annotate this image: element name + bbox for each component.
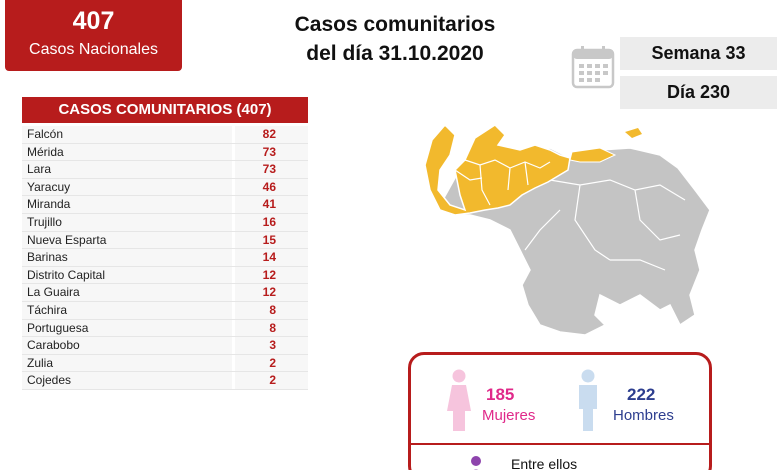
week-label: Semana 33	[620, 37, 777, 70]
table-row: Zulia 2	[22, 354, 308, 373]
state-name: Carabobo	[22, 337, 232, 354]
state-name: Falcón	[22, 126, 232, 143]
table-header: CASOS COMUNITARIOS (407)	[22, 97, 308, 123]
women-count: 185	[486, 385, 515, 404]
women-label: Mujeres	[482, 407, 536, 424]
table-row: Barinas 14	[22, 249, 308, 267]
table-row: Cojedes 2	[22, 372, 308, 390]
table-row: Yaracuy 46	[22, 178, 308, 197]
state-cases: 82	[235, 126, 308, 143]
state-cases: 12	[235, 284, 308, 301]
state-name: Distrito Capital	[22, 266, 232, 284]
state-name: Cojedes	[22, 372, 232, 389]
state-cases: 14	[235, 249, 308, 266]
table-row: Lara 73	[22, 161, 308, 179]
title-line-1: Casos comunitarios	[294, 13, 496, 36]
men-count: 222	[627, 385, 656, 404]
state-cases: 73	[235, 143, 308, 161]
table-row: Trujillo 16	[22, 213, 308, 232]
map-highlight-region	[424, 123, 571, 216]
state-cases: 8	[235, 319, 308, 337]
venezuela-map	[424, 123, 711, 336]
day-label: Día 230	[620, 76, 777, 109]
state-cases: 12	[235, 266, 308, 284]
national-cases-box: 407 Casos Nacionales	[5, 0, 182, 71]
cases-table: Falcón 82 Mérida 73 Lara 73 Yaracuy 46 Miran…	[22, 126, 308, 390]
national-cases-count: 407	[72, 7, 115, 35]
state-cases: 46	[235, 178, 308, 196]
person-icon	[471, 456, 481, 470]
page-title: Casos comunitarios del día 31.10.2020	[245, 10, 545, 68]
table-row: Miranda 41	[22, 196, 308, 214]
national-cases-label: Casos Nacionales	[29, 41, 158, 58]
table-row: Carabobo 3	[22, 337, 308, 355]
calendar-icon	[571, 46, 615, 89]
state-name: Zulia	[22, 354, 232, 372]
state-name: Yaracuy	[22, 178, 232, 196]
table-row: Distrito Capital 12	[22, 266, 308, 285]
state-name: Mérida	[22, 143, 232, 161]
men-label: Hombres	[613, 407, 674, 424]
map-highlight-region	[625, 128, 642, 138]
state-name: Trujillo	[22, 213, 232, 231]
state-cases: 2	[235, 372, 308, 389]
state-cases: 8	[235, 301, 308, 319]
divider	[411, 443, 709, 445]
state-cases: 15	[235, 231, 308, 249]
state-cases: 41	[235, 196, 308, 213]
man-icon	[579, 369, 597, 431]
title-line-2: del día 31.10.2020	[306, 42, 484, 65]
state-cases: 16	[235, 213, 308, 231]
table-row: Portuguesa 8	[22, 319, 308, 338]
gender-footer-text: Entre ellos	[511, 456, 578, 470]
state-name: Miranda	[22, 196, 232, 213]
state-cases: 3	[235, 337, 308, 354]
state-cases: 73	[235, 161, 308, 178]
woman-icon	[447, 369, 471, 431]
table-row: Mérida 73	[22, 143, 308, 162]
table-row: Nueva Esparta 15	[22, 231, 308, 250]
state-name: Nueva Esparta	[22, 231, 232, 249]
state-name: Táchira	[22, 301, 232, 319]
state-cases: 2	[235, 354, 308, 372]
state-name: Barinas	[22, 249, 232, 266]
map-highlight-region	[569, 147, 617, 163]
gender-breakdown-box: 185 Mujeres 222 Hombres Entre ellos	[408, 352, 712, 470]
table-row: Falcón 82	[22, 126, 308, 144]
state-name: La Guaira	[22, 284, 232, 301]
state-name: Portuguesa	[22, 319, 232, 337]
table-row: Táchira 8	[22, 301, 308, 320]
state-name: Lara	[22, 161, 232, 178]
table-row: La Guaira 12	[22, 284, 308, 302]
